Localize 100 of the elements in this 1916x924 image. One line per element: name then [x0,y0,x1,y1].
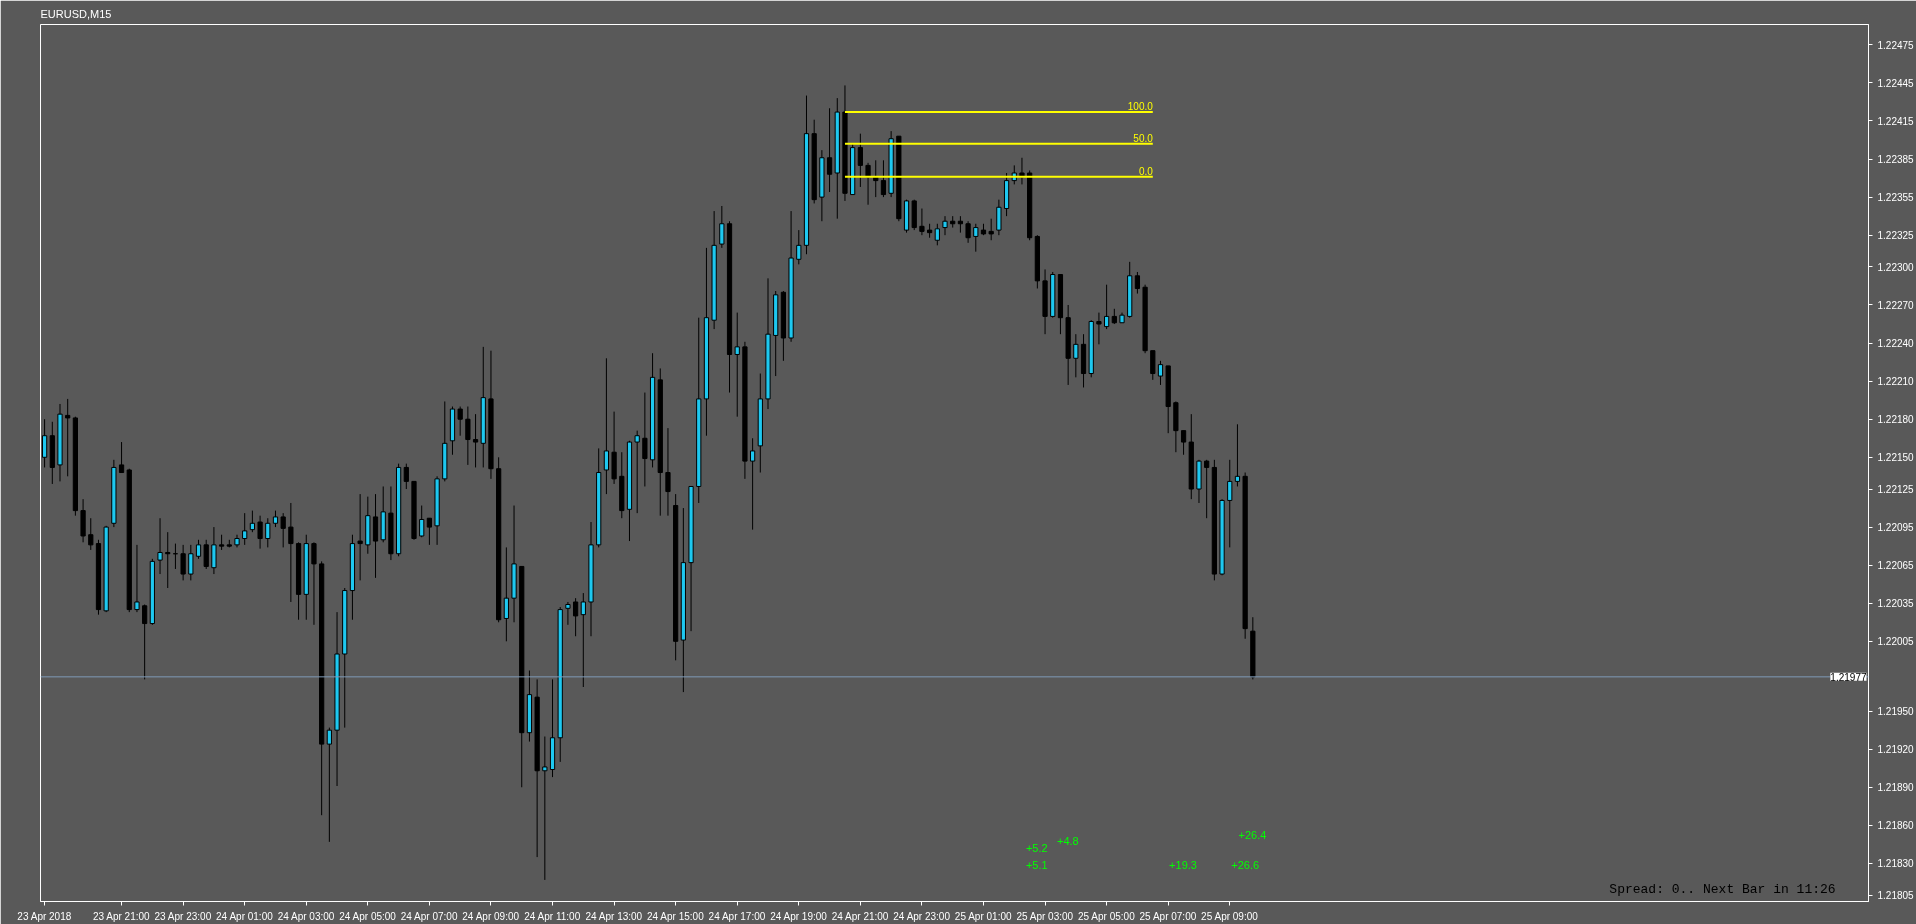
y-tick-label: 1.22005 [1877,636,1915,648]
candlestick [465,406,471,466]
candlestick [65,398,71,477]
candlestick [1104,284,1110,330]
candlestick [734,312,740,418]
candlestick [934,223,940,246]
x-tick-label: 24 Apr 23:00 [893,910,951,922]
x-tick-label: 24 Apr 03:00 [277,910,335,922]
y-tick-label: 1.22325 [1877,230,1915,242]
series-label: 100.0 [1127,101,1154,113]
candlestick [203,539,209,570]
candlestick [542,736,548,881]
x-tick-label: 25 Apr 01:00 [954,910,1013,922]
y-tick-label: 1.21920 [1877,744,1915,756]
ref-line-label: 1.21977 [1830,671,1867,683]
candlestick [288,502,294,603]
candlestick [188,544,194,581]
candlestick [426,517,433,546]
y-tick-label: 1.21890 [1877,782,1915,794]
candlestick [942,215,948,236]
candlestick [180,544,186,581]
candlestick [750,437,756,531]
y-tick-label: 1.22150 [1877,452,1915,464]
candlestick [1157,360,1164,386]
x-tick-label: 23 Apr 2018 [17,910,72,922]
candlestick [1019,157,1025,185]
candlestick [311,541,317,626]
y-tick-label: 1.21950 [1877,706,1915,718]
candlestick [573,597,579,637]
candlestick [603,357,610,495]
candlestick [503,546,509,642]
x-tick-label: 25 Apr 05:00 [1077,910,1136,922]
y-tick-label: 1.21805 [1877,890,1915,902]
annotation: Spread: 0.. Next Bar in 11:26 [1609,881,1836,897]
y-tick-label: 1.21860 [1877,820,1915,832]
candlestick [142,604,148,680]
candlestick [719,205,725,249]
candlestick [257,515,263,550]
candlestick [211,526,217,575]
candlestick [665,427,671,517]
candlestick [642,392,648,487]
x-tick-label: 24 Apr 21:00 [831,910,889,922]
candlestick [457,406,463,437]
x-tick-label: 24 Apr 01:00 [216,910,274,922]
x-tick-label: 24 Apr 11:00 [524,910,581,922]
candlestick [996,199,1002,236]
y-tick-label: 1.22065 [1877,560,1915,572]
candlestick [1204,459,1210,519]
candlestick [1180,430,1187,456]
x-tick-label: 24 Apr 15:00 [647,910,705,922]
candlestick [826,107,833,193]
annotation: +5.2 [1025,842,1048,854]
candlestick [1234,423,1241,487]
x-tick-label: 23 Apr 21:00 [92,910,151,922]
annotation: +26.6 [1231,858,1260,871]
candlestick [865,162,871,206]
series-label: 0.0 [1138,165,1154,177]
annotation: +19.3 [1169,858,1197,871]
y-tick-label: 1.22210 [1877,376,1915,388]
candlestick [265,517,271,548]
candlestick [857,133,863,188]
annotation: +4.8 [1056,834,1079,847]
candlestick [88,517,94,551]
y-tick-label: 1.22125 [1877,484,1915,496]
candlestick [249,510,256,533]
y-tick-label: 1.21830 [1877,858,1915,870]
y-tick-label: 1.22035 [1877,598,1915,610]
x-tick-label: 24 Apr 17:00 [708,910,766,922]
x-tick-label: 24 Apr 05:00 [339,910,397,922]
candlestick [796,229,802,265]
x-tick-label: 24 Apr 07:00 [400,910,458,922]
y-tick-label: 1.22270 [1877,299,1915,311]
candlestick [565,601,571,626]
x-tick-label: 24 Apr 13:00 [585,910,643,922]
candlestick [580,592,586,688]
y-tick-label: 1.22095 [1877,522,1915,534]
x-tick-label: 25 Apr 09:00 [1201,910,1259,922]
candlestick [988,218,994,241]
candlestick [242,512,248,546]
candlestick [134,544,140,613]
y-tick-label: 1.22415 [1877,115,1915,127]
candlestick [403,463,409,490]
chart-title: EURUSD,M15 [40,7,112,20]
y-tick-label: 1.22300 [1877,261,1915,273]
candlestick [280,512,286,548]
x-tick-label: 24 Apr 09:00 [462,910,520,922]
annotation: +26.4 [1238,828,1267,841]
candlestick [965,220,971,244]
annotation: +5.1 [1025,858,1048,871]
candlestick [1073,333,1079,378]
candlestick [472,413,479,468]
y-tick-label: 1.22240 [1877,338,1915,350]
candlestick [41,418,48,468]
candlestick [157,517,163,575]
y-tick-label: 1.22355 [1877,192,1915,204]
candlestick [326,727,332,843]
candlestick [1227,459,1233,548]
x-tick-label: 25 Apr 03:00 [1016,910,1074,922]
y-tick-label: 1.22475 [1877,39,1915,51]
candlestick [118,441,125,474]
